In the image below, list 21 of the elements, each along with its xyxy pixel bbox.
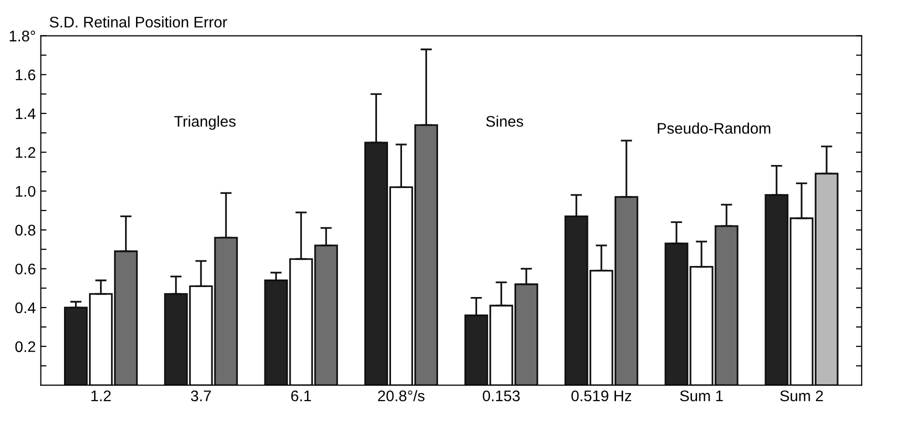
- y-tick-label: 0.4: [15, 302, 36, 314]
- x-tick-label: 0.519 Hz: [571, 390, 632, 402]
- x-tick-label: Sum 1: [680, 390, 723, 402]
- annotation: Triangles: [174, 116, 236, 130]
- y-tick-label: 0.2: [15, 341, 36, 352]
- x-tick-label: 6.1: [291, 390, 311, 402]
- y-tick-label: 1.2: [16, 147, 36, 158]
- y-tick-label: 1.4: [16, 108, 36, 119]
- x-tick-label: 3.7: [190, 390, 211, 402]
- y-axis-title: S.D. Retinal Position Error: [50, 16, 228, 28]
- y-tick-label: 1.6: [16, 69, 36, 80]
- y-tick-label: 0.6: [15, 264, 36, 274]
- y-tick-label: 1.8°: [10, 30, 36, 42]
- y-tick-label: 1.0: [16, 186, 36, 197]
- annotation: Sines: [486, 116, 524, 127]
- y-tick-label: 0.8: [15, 224, 36, 236]
- x-tick-label: 1.2: [91, 390, 111, 402]
- annotation: Pseudo-Random: [658, 122, 770, 134]
- x-tick-label: Sum 2: [780, 390, 823, 402]
- x-tick-label: 20.8°/s: [378, 390, 424, 402]
- x-tick-label: 0.153: [482, 390, 520, 402]
